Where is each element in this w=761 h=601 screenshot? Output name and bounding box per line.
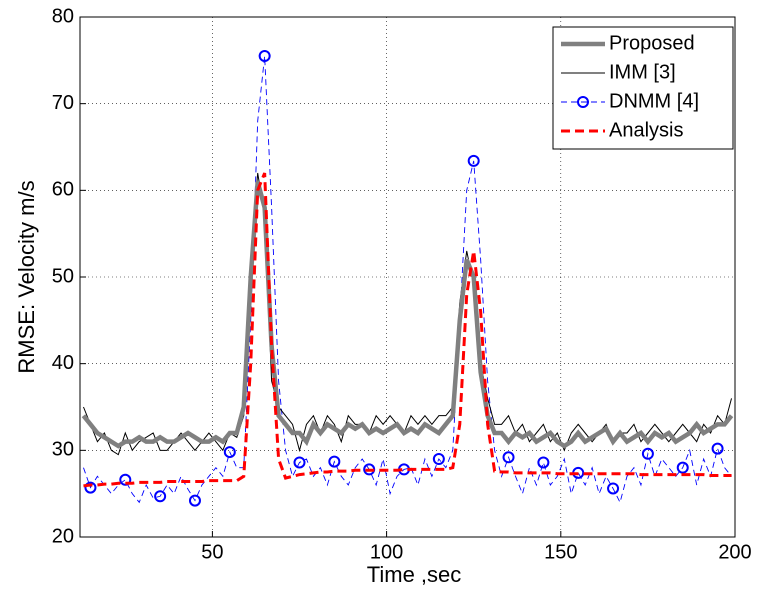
legend-marker	[577, 96, 589, 108]
marker	[154, 490, 167, 503]
legend-label: Analysis	[609, 119, 683, 141]
marker	[223, 446, 236, 459]
marker	[188, 494, 201, 507]
y-tick-label: 80	[52, 5, 74, 27]
y-axis-label: RMSE: Velocity m/s	[14, 180, 39, 373]
marker	[258, 50, 271, 62]
marker	[607, 482, 620, 495]
marker	[328, 455, 341, 468]
marker	[432, 453, 445, 465]
series-line	[83, 172, 733, 456]
y-tick-label: 30	[52, 439, 74, 461]
marker	[537, 456, 550, 469]
x-tick-label: 50	[201, 541, 223, 563]
marker	[293, 456, 306, 469]
marker	[502, 451, 515, 464]
x-tick-label: 100	[370, 541, 403, 563]
marker	[84, 481, 97, 494]
series-line	[83, 172, 732, 488]
legend-label: IMM [3]	[609, 61, 676, 83]
y-tick-label: 60	[52, 179, 74, 201]
series-line	[81, 181, 734, 449]
series-line	[83, 55, 732, 504]
y-tick-label: 70	[52, 92, 74, 114]
x-axis-label: Time ,sec	[367, 562, 462, 587]
marker	[467, 154, 480, 167]
y-tick-label: 20	[52, 525, 74, 547]
marker	[676, 461, 689, 474]
marker	[711, 442, 724, 455]
legend-box	[552, 26, 734, 150]
legend-label: DNMM [4]	[609, 90, 699, 112]
y-tick-label: 50	[52, 265, 74, 287]
axes-box	[79, 16, 736, 538]
y-tick-label: 40	[52, 352, 74, 374]
marker	[641, 447, 654, 460]
x-tick-label: 150	[544, 541, 577, 563]
x-tick-label: 200	[718, 541, 751, 563]
legend-label: Proposed	[609, 32, 695, 54]
marker	[119, 473, 132, 486]
